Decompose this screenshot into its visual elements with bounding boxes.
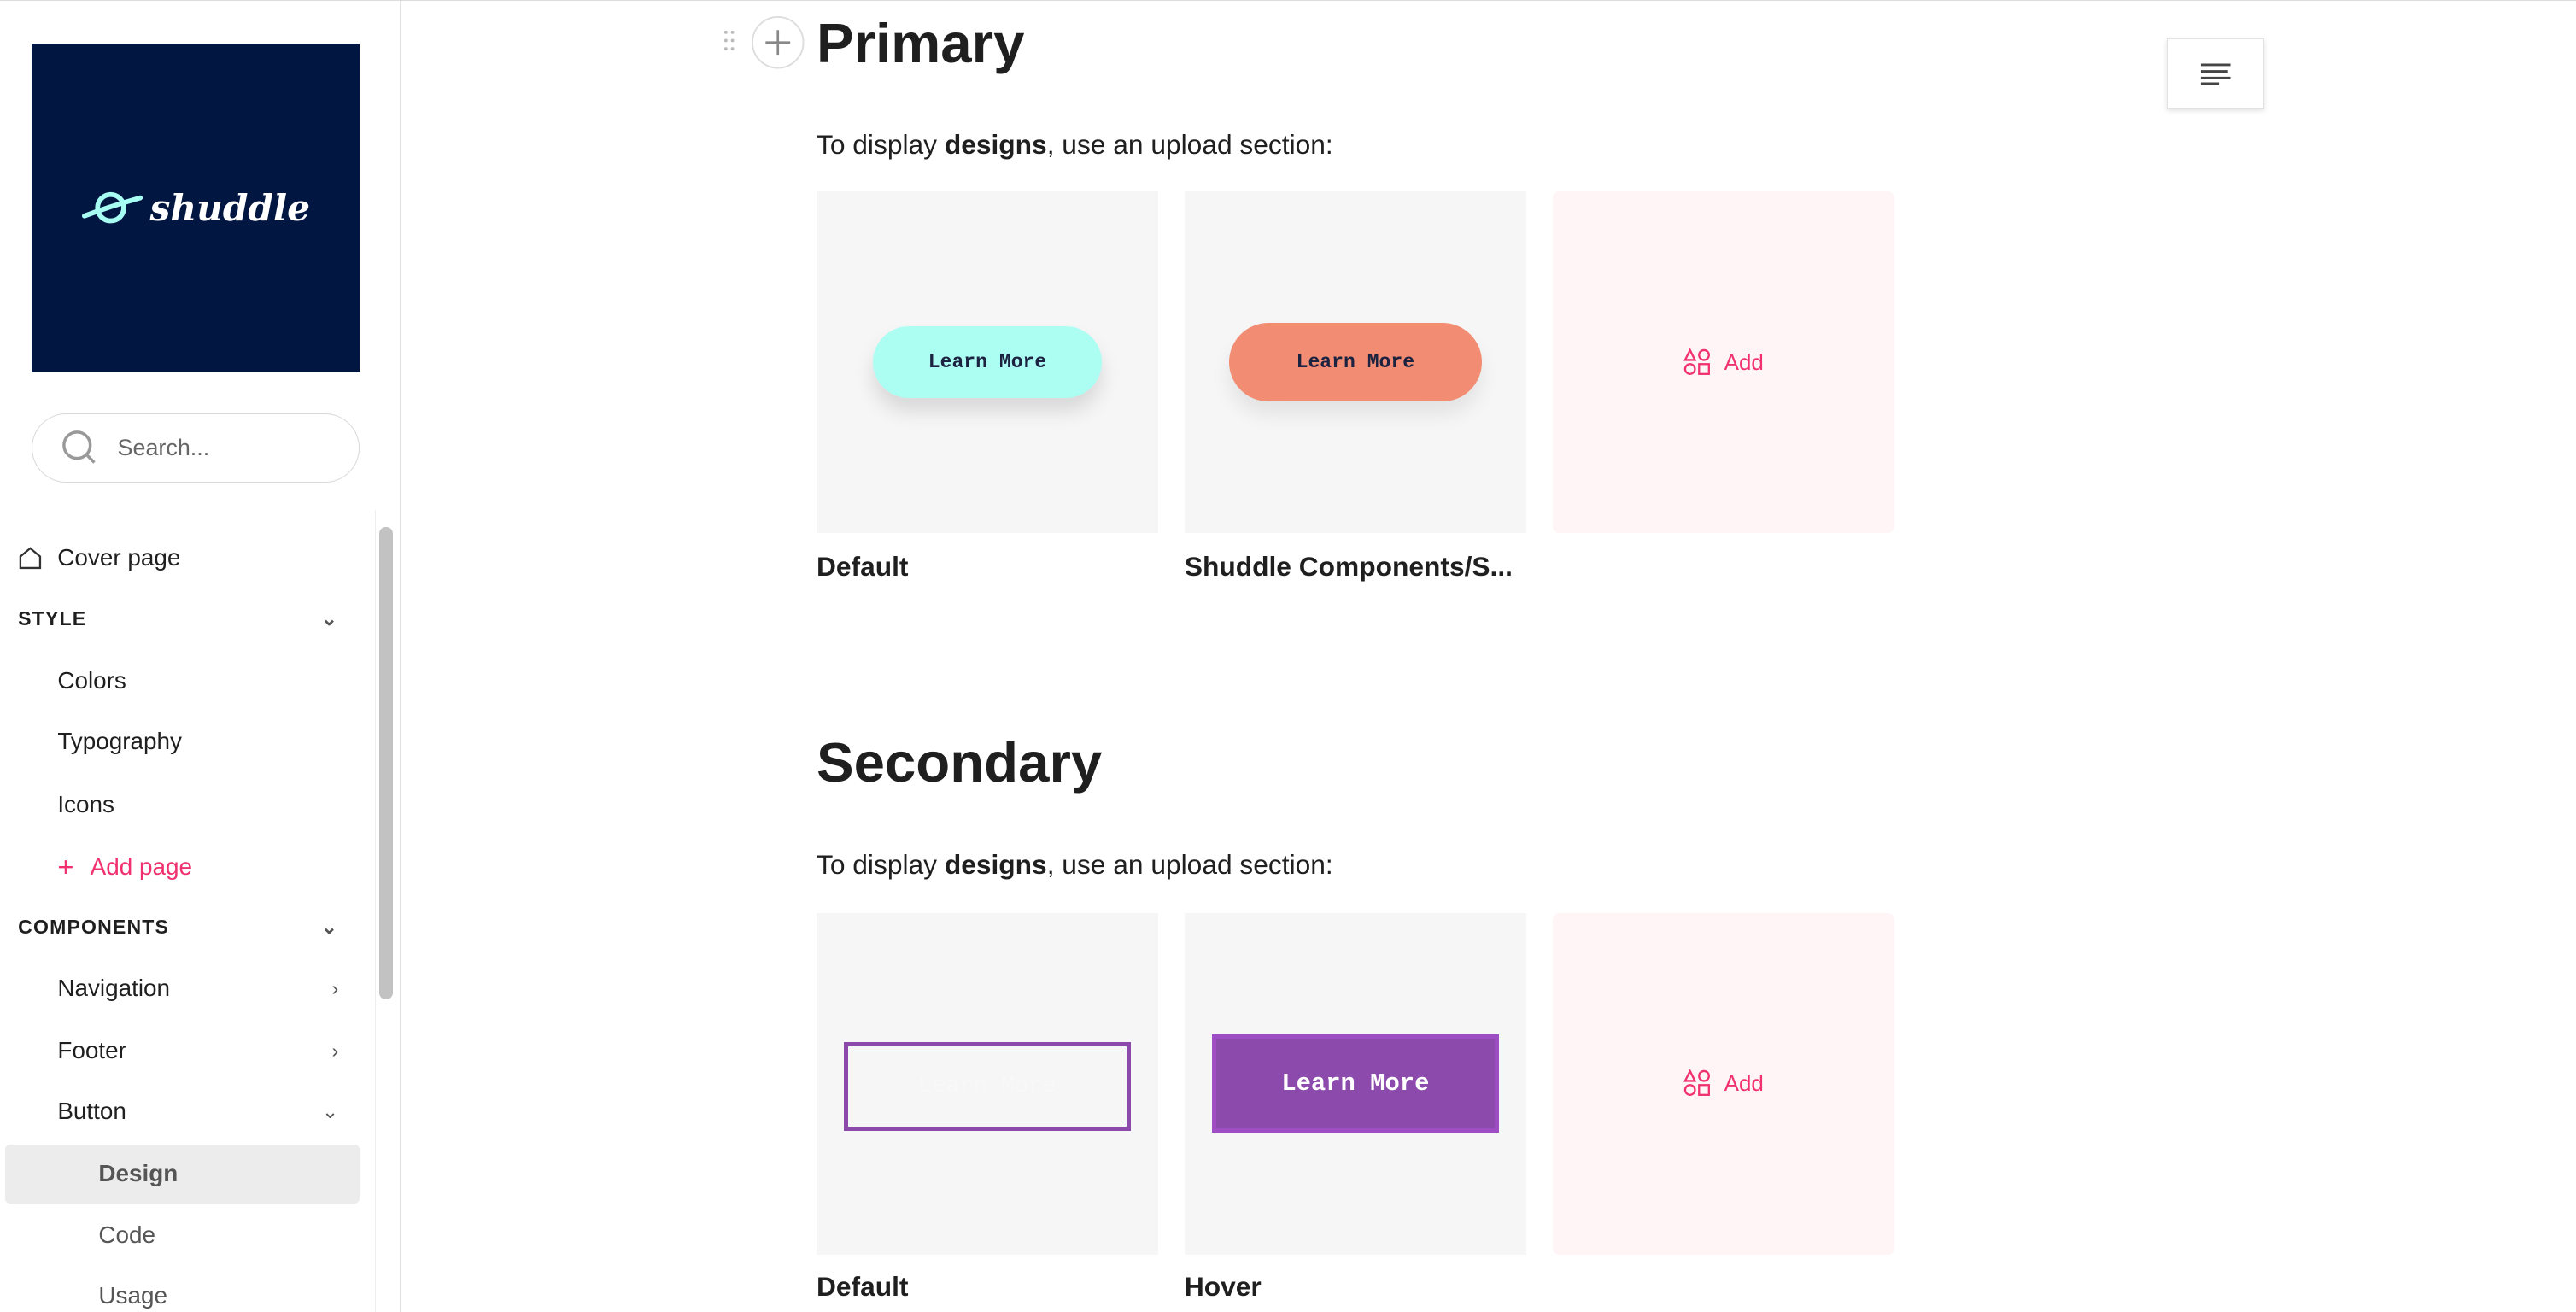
home-icon [19,547,42,569]
chevron-down-icon: ⌄ [320,606,339,630]
section-style[interactable]: STYLE ⌄ [0,589,375,648]
section-title-secondary: Secondary [816,731,1103,794]
add-block-button[interactable] [751,15,805,69]
sidebar-scrollbar-track[interactable] [374,510,400,1312]
sidebar-item-label: Usage [98,1281,167,1309]
learn-more-button-preview: Learn More [1228,323,1482,402]
sidebar-item-footer[interactable]: Footer › [0,1021,375,1080]
add-page-button[interactable]: + Add page [0,837,375,896]
hint-text: To display [816,129,945,161]
section-title-primary: Primary [816,11,1025,74]
sidebar-item-label: Typography [57,728,182,755]
learn-more-button-preview: Learn More [843,1042,1132,1132]
shapes-icon [1683,348,1710,375]
chevron-down-icon: ⌄ [321,1099,339,1122]
sidebar-item-label: Navigation [57,975,171,1001]
card-label: Default [816,551,909,583]
add-design-card[interactable]: Add [1552,912,1894,1255]
search-input[interactable]: Search... [31,413,360,483]
card-label: Default [816,1270,909,1302]
sidebar-item-navigation[interactable]: Navigation › [0,958,375,1017]
section-label: COMPONENTS [18,916,170,939]
sidebar-scrollbar-thumb[interactable] [379,526,393,1000]
planet-icon [81,192,143,224]
sidebar-item-usage[interactable]: Usage [0,1266,375,1312]
upload-hint: To display designs, use an upload sectio… [817,129,1333,161]
sidebar-item-label: Design [98,1160,179,1187]
sidebar-item-label: Colors [57,667,126,694]
section-components[interactable]: COMPONENTS ⌄ [0,898,375,957]
add-design-card[interactable]: Add [1552,191,1894,534]
chevron-right-icon: › [331,1039,339,1062]
hint-text: , use an upload section: [1046,129,1333,161]
hint-text: , use an upload section: [1046,848,1333,880]
sidebar-item-button[interactable]: Button ⌄ [0,1082,375,1141]
plus-icon: + [57,850,74,882]
sidebar-item-label: Code [98,1221,156,1248]
sidebar-item-icons[interactable]: Icons [0,775,375,834]
section-label: STYLE [18,606,87,630]
card-label: Hover [1184,1270,1262,1302]
sidebar-item-typography[interactable]: Typography [0,712,375,771]
learn-more-button-preview: Learn More [1211,1034,1500,1133]
design-card[interactable]: Learn More [816,191,1159,534]
sidebar-item-label: Button [57,1098,126,1125]
add-label: Add [1724,1070,1764,1097]
hint-bold: designs [944,848,1047,880]
upload-hint: To display designs, use an upload sectio… [817,849,1333,881]
add-label: Add [1724,348,1764,375]
sidebar-item-colors[interactable]: Colors [0,652,375,711]
search-placeholder: Search... [117,434,210,460]
menu-lines-icon [2200,63,2231,85]
search-icon [62,430,96,464]
chevron-right-icon: › [331,976,339,999]
brand-logo[interactable]: shuddle [31,44,360,372]
sidebar-item-code[interactable]: Code [0,1205,375,1264]
sidebar-item-label: Cover page [57,544,181,571]
shapes-icon [1683,1069,1710,1097]
card-label: Shuddle Components/S... [1184,551,1513,583]
hint-text: To display [816,848,945,880]
design-card[interactable]: Learn More [816,912,1159,1255]
chevron-down-icon: ⌄ [320,916,339,939]
learn-more-button-preview: Learn More [873,325,1102,399]
logo-text: shuddle [149,186,310,230]
hint-bold: designs [944,129,1047,161]
design-card[interactable]: Learn More [1184,912,1526,1255]
sidebar-item-label: Footer [57,1037,126,1064]
sidebar: shuddle Search... Cover page STYLE ⌄ Colo… [0,1,401,1312]
design-card[interactable]: Learn More [1184,191,1526,534]
drag-handle-icon[interactable] [723,29,735,59]
table-of-contents-button[interactable] [2167,38,2264,109]
sidebar-item-cover-page[interactable]: Cover page [0,528,375,587]
add-page-label: Add page [90,852,192,880]
sidebar-item-label: Icons [57,790,114,817]
sidebar-item-design[interactable]: Design [4,1144,360,1204]
